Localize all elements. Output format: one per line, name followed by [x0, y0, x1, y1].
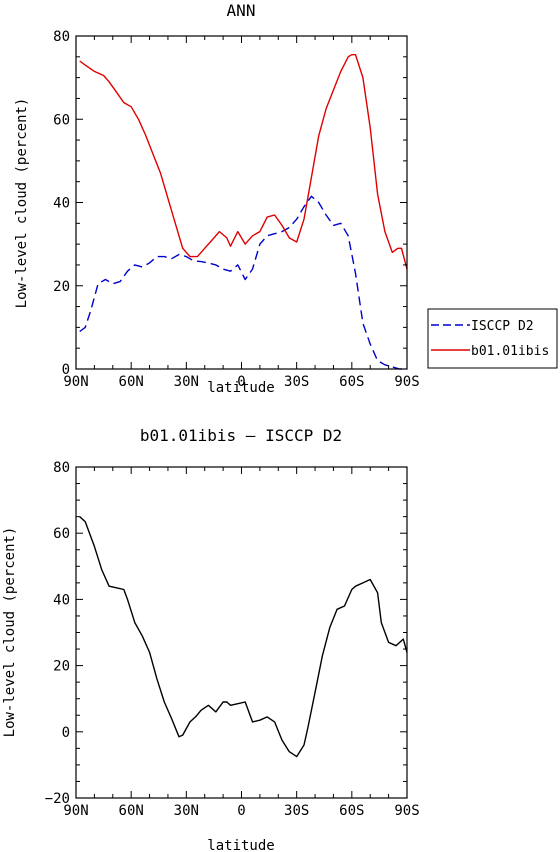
- top-chart-ytick-label: 0: [62, 362, 70, 378]
- bottom-chart-frame: [75, 466, 408, 799]
- bottom-chart-xtick-label: 30S: [284, 803, 309, 819]
- bottom-chart-ytick-label: 80: [53, 460, 70, 476]
- legend-label-model: b01.01ibis: [471, 344, 549, 359]
- top-chart-ytick-label: 60: [53, 112, 70, 128]
- bottom-chart-xtick-label: 30N: [174, 803, 199, 819]
- top-chart-series-line-1: [79, 54, 408, 270]
- legend: ISCCP D2 b01.01ibis: [427, 308, 558, 369]
- bottom-chart-ytick-label: 20: [53, 659, 70, 675]
- top-chart-ytick-label: 80: [53, 29, 70, 45]
- top-chart-xtick-label: 0: [237, 374, 245, 390]
- bottom-chart-xtick-label: 90N: [63, 803, 88, 819]
- top-chart-plot-area: 90N 60N 30N 0 30S 60S 90S 0 20 40 60 80: [53, 29, 420, 390]
- bottom-chart-ytick-label: 60: [53, 526, 70, 542]
- top-chart-xtick-label: 30S: [284, 374, 309, 390]
- bottom-chart-ytick-label: 0: [62, 725, 70, 741]
- bottom-chart-ytick-label: 40: [53, 592, 70, 608]
- top-chart-xtick-label: 30N: [174, 374, 199, 390]
- bottom-chart-series-line-0: [79, 516, 408, 758]
- top-chart-frame: [75, 35, 408, 370]
- top-chart-ytick-label: 40: [53, 196, 70, 212]
- bottom-chart-xtick-label: 90S: [394, 803, 419, 819]
- top-chart-xtick-label: 90N: [63, 374, 88, 390]
- top-chart-xtick-label: 60S: [339, 374, 364, 390]
- bottom-chart-xtick-label: 0: [237, 803, 245, 819]
- top-chart-xtick-label: 60N: [119, 374, 144, 390]
- bottom-chart-xtick-label: 60S: [339, 803, 364, 819]
- top-chart-ytick-label: 20: [53, 279, 70, 295]
- top-chart-series-line-0: [79, 195, 407, 370]
- top-chart-panel: ANN latitude Low-level cloud (percent) 9…: [14, 1, 420, 396]
- bottom-chart-title: b01.01ibis – ISCCP D2: [140, 426, 342, 445]
- legend-label-isccp: ISCCP D2: [471, 319, 534, 334]
- bottom-chart-xlabel: latitude: [207, 838, 274, 852]
- bottom-chart-panel: b01.01ibis – ISCCP D2 latitude Low-level…: [2, 426, 420, 852]
- bottom-chart-ytick-label: −20: [45, 791, 70, 807]
- top-chart-ylabel: Low-level cloud (percent): [14, 98, 30, 309]
- bottom-chart-ylabel: Low-level cloud (percent): [2, 527, 18, 738]
- top-chart-xtick-label: 90S: [394, 374, 419, 390]
- legend-box: [427, 308, 558, 369]
- top-chart-xlabel: latitude: [207, 380, 274, 396]
- top-chart-title: ANN: [227, 1, 256, 20]
- bottom-chart-xtick-label: 60N: [119, 803, 144, 819]
- bottom-chart-plot-area: 90N 60N 30N 0 30S 60S 90S −20 0 20 40 60 80: [45, 460, 420, 819]
